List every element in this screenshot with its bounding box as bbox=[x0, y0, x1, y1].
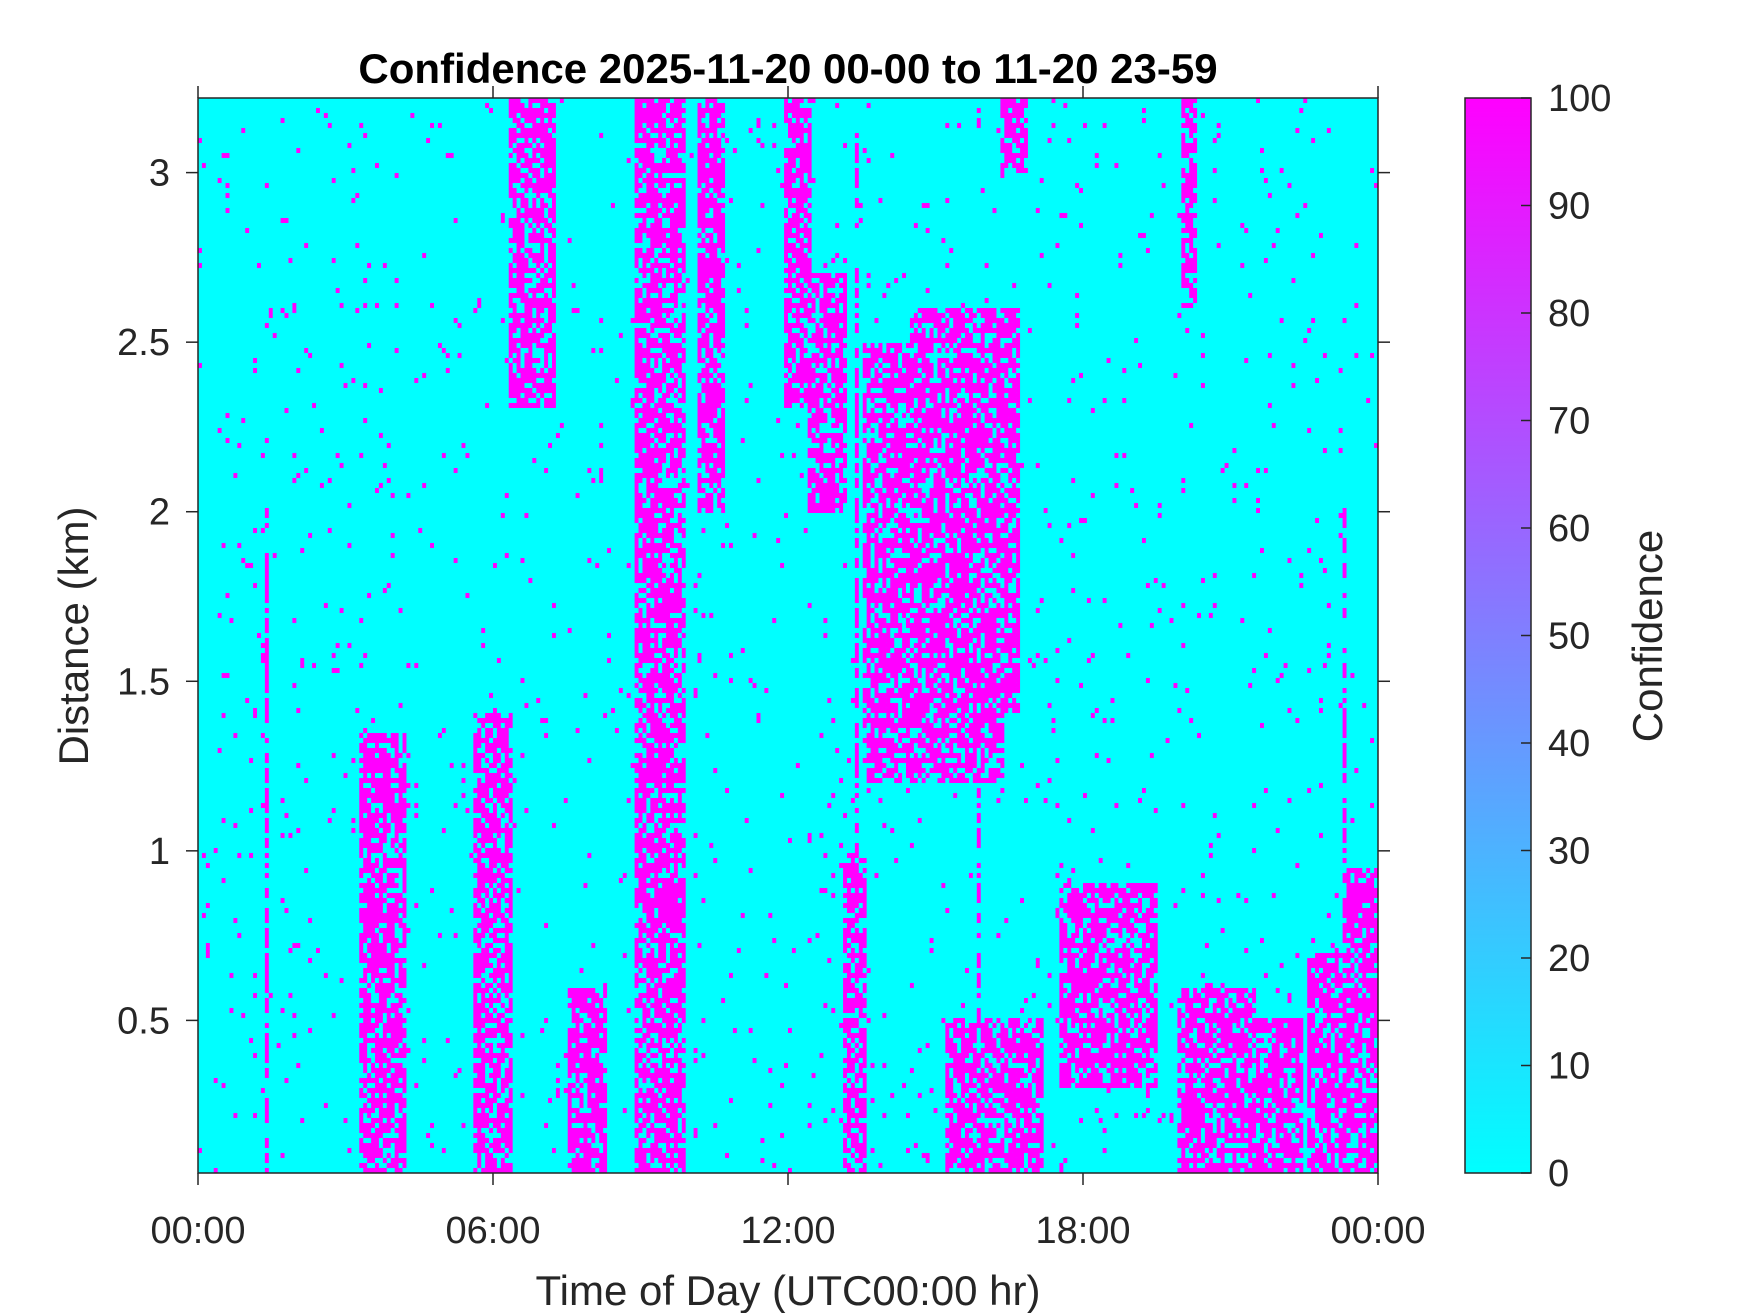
colorbar-label: Confidence bbox=[1624, 530, 1671, 742]
colorbar-tick-label: 10 bbox=[1548, 1046, 1590, 1088]
y-axis-label: Distance (km) bbox=[50, 506, 97, 765]
colorbar bbox=[1464, 97, 1532, 1174]
colorbar-tick-label: 90 bbox=[1548, 186, 1590, 228]
chart-title: Confidence 2025-11-20 00-00 to 11-20 23-… bbox=[358, 45, 1217, 92]
colorbar-tick-label: 100 bbox=[1548, 78, 1611, 120]
colorbar-tick-label: 30 bbox=[1548, 831, 1590, 873]
y-tick-label: 0.5 bbox=[117, 1000, 170, 1042]
colorbar-tick-label: 80 bbox=[1548, 293, 1590, 335]
colorbar-tick-label: 60 bbox=[1548, 508, 1590, 550]
x-tick-label: 12:00 bbox=[740, 1210, 835, 1252]
y-axis: 0.5 1 1.5 2 2.5 3 bbox=[117, 153, 1390, 1042]
y-tick-label: 2 bbox=[149, 492, 170, 534]
colorbar-tick-label: 0 bbox=[1548, 1153, 1569, 1195]
y-tick-label: 2.5 bbox=[117, 322, 170, 364]
x-tick-label: 00:00 bbox=[150, 1210, 245, 1252]
high-confidence-cells bbox=[198, 98, 1378, 1173]
y-tick-label: 3 bbox=[149, 153, 170, 195]
colorbar-tick-label: 70 bbox=[1548, 401, 1590, 443]
x-tick-label: 00:00 bbox=[1330, 1210, 1425, 1252]
colorbar-tick-label: 20 bbox=[1548, 938, 1590, 980]
x-tick-label: 18:00 bbox=[1035, 1210, 1130, 1252]
x-tick-label: 06:00 bbox=[445, 1210, 540, 1252]
heatmap-cells bbox=[198, 98, 1378, 1173]
x-axis-label: Time of Day (UTC00:00 hr) bbox=[536, 1267, 1041, 1313]
y-tick-label: 1 bbox=[149, 831, 170, 873]
colorbar-tick-label: 40 bbox=[1548, 723, 1590, 765]
y-tick-label: 1.5 bbox=[117, 661, 170, 703]
colorbar-tick-label: 50 bbox=[1548, 616, 1590, 658]
x-axis: 00:00 06:00 12:00 18:00 00:00 bbox=[150, 86, 1426, 1252]
colorbar-ticks: 0 10 20 30 40 50 60 70 80 90 100 bbox=[1521, 78, 1611, 1195]
